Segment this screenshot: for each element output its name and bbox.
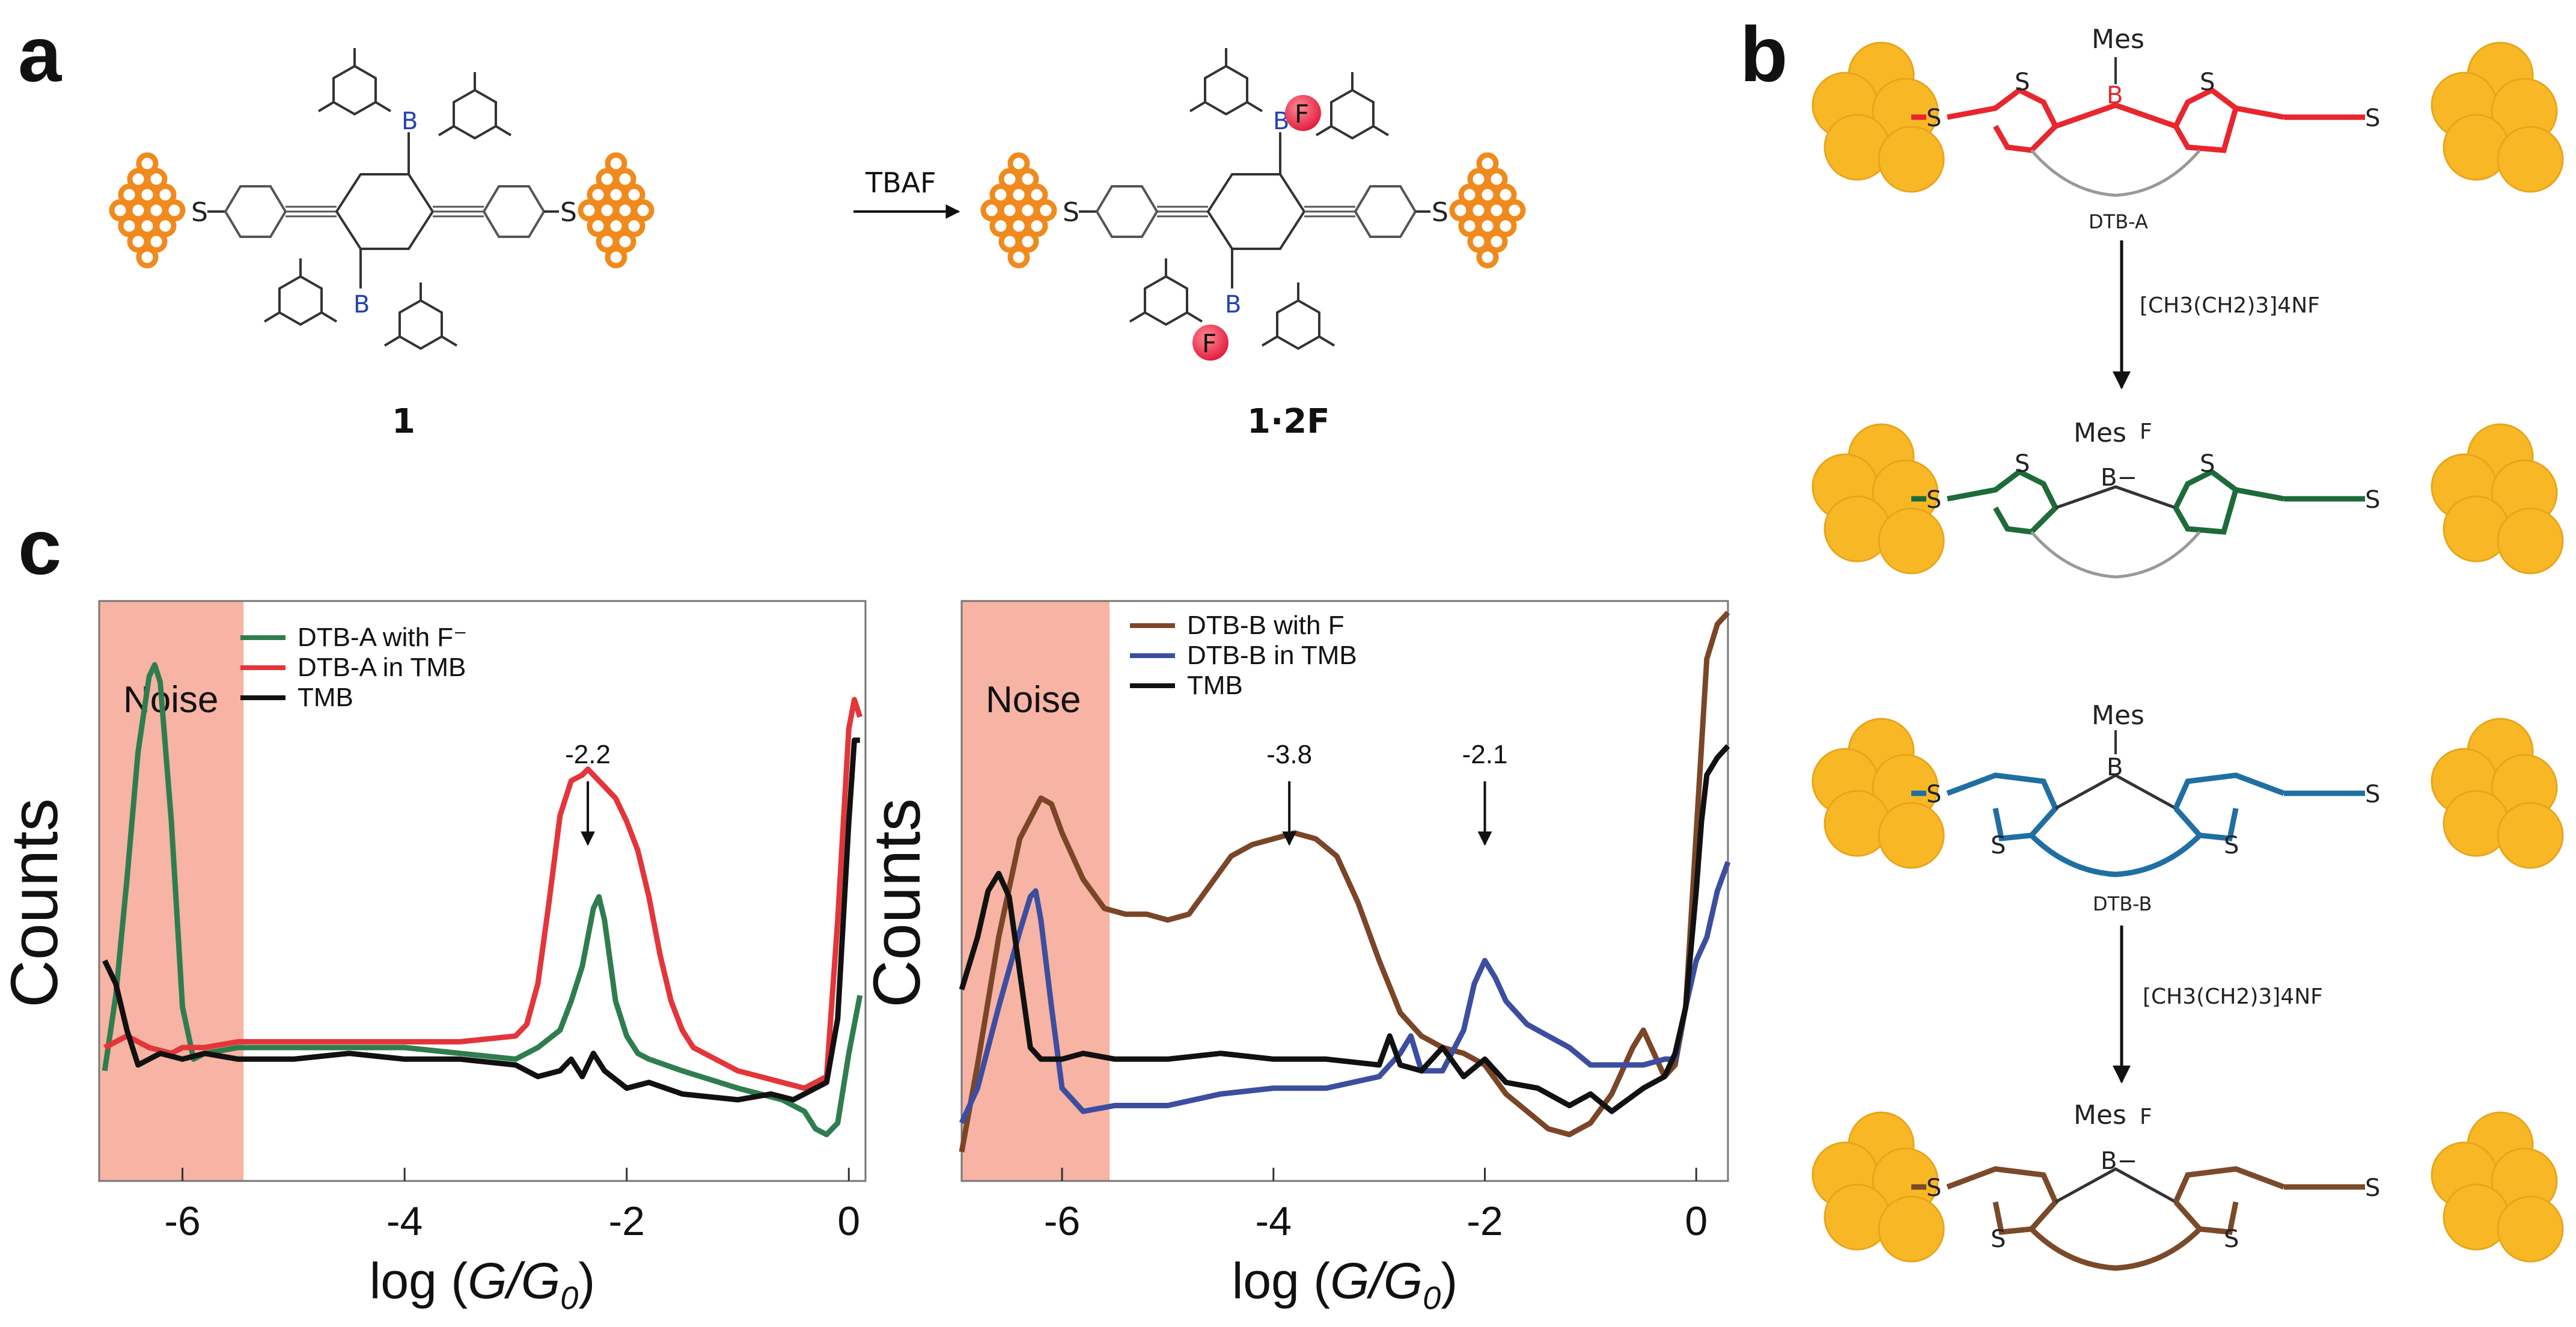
series-line-0 [959, 611, 1730, 1153]
x-tick-label: -2 [608, 1198, 644, 1244]
dtb-a-label: DTB-A [2089, 210, 2148, 233]
series-line-1 [103, 697, 863, 1091]
panel-label-c: c [18, 503, 61, 591]
dtb-a-s-ring-right: S [2200, 69, 2215, 96]
dtb-af-mes: Mes [2074, 418, 2126, 448]
dtb-bf-f: F [2140, 1105, 2152, 1129]
dtb-b-f-structure: S S S B− Mes F S [1811, 1100, 2564, 1271]
dtb-af-f: F [2140, 419, 2152, 444]
chart-dtb-b: Noise -6 -4 -2 0 log (G/G0) Counts DTB-B with F… [860, 600, 1731, 1316]
dtb-bf-s-ring-left: S [1991, 1225, 2006, 1253]
noise-label: Noise [986, 679, 1081, 721]
dtb-a-f-structure: S S S B− Mes F S [1811, 418, 2564, 579]
atom-s-right-2: S [1432, 197, 1448, 228]
dtb-bf-s-right: S [2365, 1174, 2380, 1202]
dtb-bf-s-left: S [1926, 1174, 1941, 1202]
legend-entry: DTB-B in TMB [1187, 641, 1357, 670]
x-tick-label: -4 [386, 1198, 423, 1244]
dtb-af-s-ring-right: S [2200, 450, 2215, 478]
series-line-0 [102, 662, 863, 1138]
atom-f-upper: F [1295, 99, 1309, 129]
reagent-b1: [CH3(CH2)3]4NF [2140, 293, 2320, 318]
panel-a-scheme: S S B B 1 TBAF [112, 47, 1523, 441]
dtb-af-s-right: S [2365, 486, 2380, 514]
legend-entry: DTB-B with F [1187, 611, 1344, 640]
series-line-2 [102, 737, 860, 1103]
atom-b-lower: B [353, 291, 370, 319]
reagent-b2: [CH3(CH2)3]4NF [2143, 984, 2323, 1009]
series-line-2 [959, 744, 1730, 1114]
x-tick-label: -2 [1467, 1198, 1503, 1244]
panel-label-a: a [18, 10, 63, 98]
dtb-b-s-right: S [2365, 781, 2380, 808]
dtb-af-boron: B− [2101, 464, 2137, 492]
atom-s-left: S [191, 197, 208, 228]
y-axis-label: Counts [860, 798, 934, 1008]
fluoride-ball-lower [1192, 325, 1228, 361]
atom-s-left-2: S [1063, 197, 1079, 228]
x-tick-label: 0 [1685, 1198, 1708, 1244]
atom-s-right: S [560, 197, 577, 228]
dtb-a-mes: Mes [2092, 24, 2144, 55]
compound-1-label: 1 [392, 402, 415, 441]
noise-label: Noise [123, 679, 219, 721]
x-axis-label: log (G/G0) [1232, 1252, 1457, 1316]
legend-entry: TMB [298, 683, 353, 712]
dtb-b-label: DTB-B [2093, 892, 2152, 915]
atom-f-lower: F [1202, 329, 1216, 358]
dtb-bf-mes: Mes [2074, 1100, 2126, 1130]
reagent-tbaf: TBAF [865, 166, 936, 199]
compound-1-2f-label: 1·2F [1247, 402, 1329, 441]
plot-frame [98, 600, 867, 1182]
dtb-a-structure: S S S B Mes S DTB-A [1811, 24, 2564, 233]
peak-annotation: -2.1 [1462, 740, 1508, 769]
plot-frame [960, 600, 1729, 1182]
dtb-af-s-ring-left: S [2015, 450, 2030, 478]
dtb-bf-boron: B− [2101, 1147, 2137, 1175]
x-tick-label: 0 [837, 1198, 860, 1244]
atom-b-upper: B [401, 108, 418, 135]
fluoride-ball-upper [1285, 95, 1321, 131]
panel-b-scheme: S S S B Mes S DTB-A [CH3(CH2)3]4NF S S [1811, 24, 2564, 1271]
dtb-b-mes: Mes [2092, 700, 2144, 731]
x-axis-label: log (G/G0) [370, 1252, 595, 1316]
compound-1-structure: S S B B [112, 47, 652, 350]
dtb-a-s-right: S [2365, 105, 2380, 132]
dtb-bf-s-ring-right: S [2224, 1225, 2239, 1253]
x-tick-label: -6 [164, 1198, 200, 1244]
dtb-af-s-left: S [1926, 486, 1941, 514]
x-tick-label: -4 [1256, 1198, 1292, 1244]
peak-annotation: -3.8 [1266, 740, 1312, 769]
dtb-b-boron: B [2107, 754, 2123, 781]
dtb-a-boron: B [2107, 82, 2123, 109]
legend-entry: TMB [1187, 671, 1243, 700]
compound-1-2f-structure: S S B F B F [983, 47, 1523, 361]
dtb-b-s-left: S [1926, 781, 1941, 808]
dtb-b-s-ring-left: S [1991, 832, 2006, 859]
dtb-a-s-ring-left: S [2015, 69, 2030, 96]
y-axis-label: Counts [0, 798, 72, 1008]
dtb-b-s-ring-right: S [2224, 832, 2239, 859]
dtb-a-s-left: S [1926, 105, 1941, 132]
x-tick-label: -6 [1044, 1198, 1080, 1244]
series-line-1 [959, 861, 1731, 1124]
legend-entry: DTB-A in TMB [298, 653, 466, 682]
atom-b-lower-2: B [1225, 291, 1241, 319]
panel-label-b: b [1740, 10, 1787, 98]
legend-entry: DTB-A with F⁻ [298, 623, 467, 652]
peak-annotation: -2.2 [565, 740, 611, 769]
dtb-b-structure: S S S B Mes S DTB-B [1811, 700, 2564, 915]
chart-dtb-a: Noise -6 -4 -2 0 log (G/G0) Counts DTB-A with F… [0, 600, 867, 1316]
